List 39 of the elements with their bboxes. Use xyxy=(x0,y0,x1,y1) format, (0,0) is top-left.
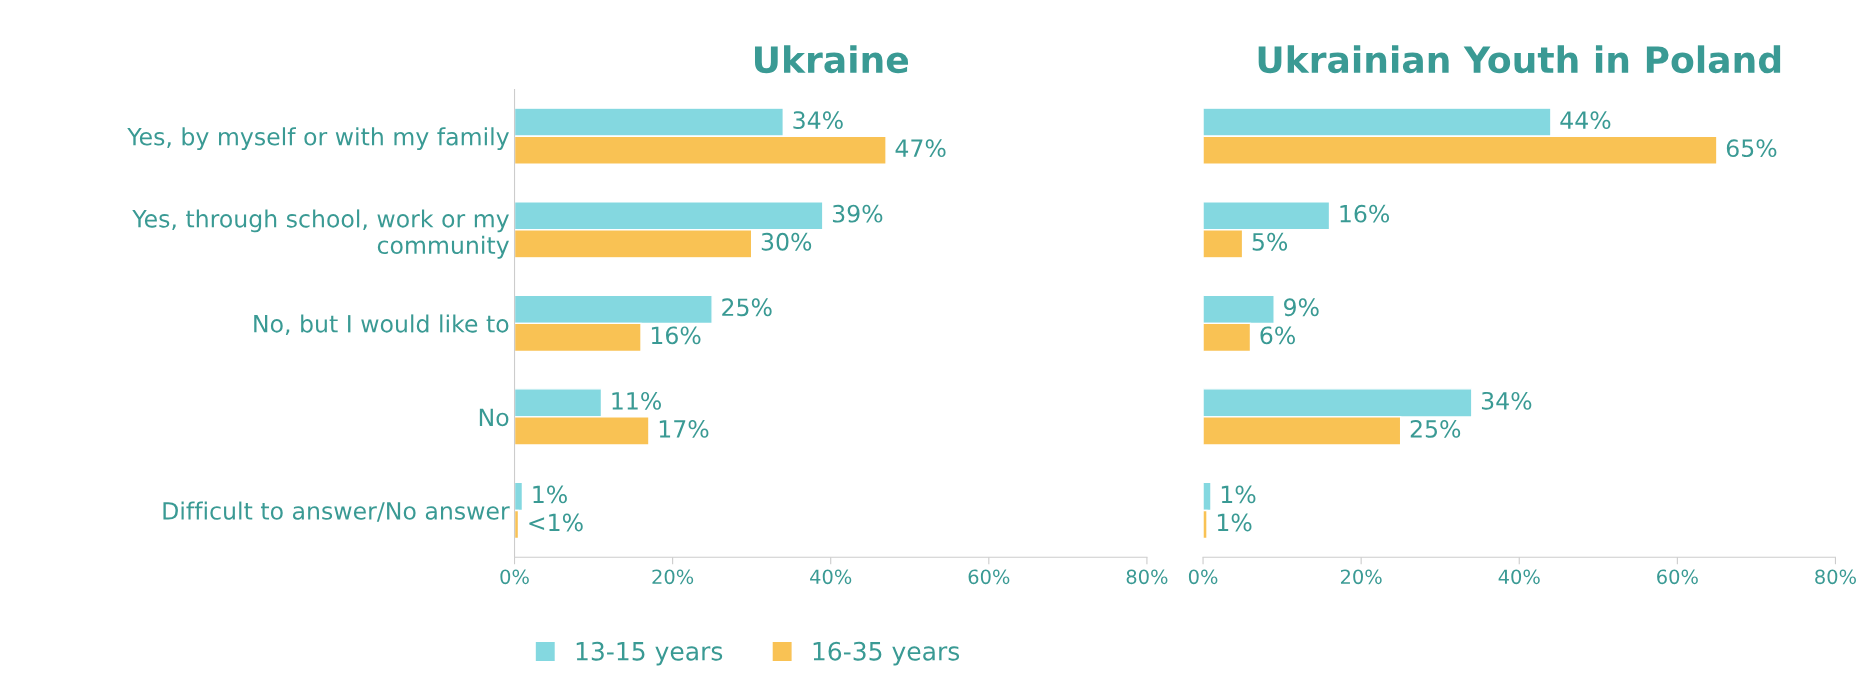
data-label: 34% xyxy=(793,111,843,130)
data-label: 1% xyxy=(1217,513,1252,532)
x-tick-label: 80% xyxy=(1815,569,1856,585)
data-label: 1% xyxy=(533,485,567,504)
data-label: 16% xyxy=(1340,204,1390,223)
chart-title: Ukrainian Youth in Poland xyxy=(1258,45,1781,74)
data-label: 47% xyxy=(895,139,946,158)
data-label: 30% xyxy=(761,232,812,251)
data-label: 25% xyxy=(1410,419,1461,438)
data-label: 9% xyxy=(1284,298,1319,317)
x-tick-label: 40% xyxy=(810,569,852,585)
x-tick-label: 40% xyxy=(1498,569,1540,585)
data-label: 1% xyxy=(1221,485,1256,504)
data-label: 5% xyxy=(1252,232,1288,251)
data-label: 34% xyxy=(1481,391,1532,410)
x-tick-label: 20% xyxy=(1340,569,1382,585)
data-label: 6% xyxy=(1260,326,1295,345)
y-tick-label: No xyxy=(479,408,509,427)
data-label: 39% xyxy=(832,204,883,223)
y-tick-label: Yes, by myself or with my family xyxy=(127,127,509,151)
x-tick-label: 20% xyxy=(652,569,694,585)
chart-title: Ukraine xyxy=(755,45,909,74)
x-tick-label: 60% xyxy=(968,569,1010,585)
y-tick-label: Difficult to answer/No answer xyxy=(163,501,510,522)
x-tick-label: 0% xyxy=(500,569,529,585)
data-label: 44% xyxy=(1560,111,1611,130)
y-tick-label: No, but I would like to xyxy=(254,314,509,336)
x-tick-label: 0% xyxy=(1188,569,1218,585)
legend-label: 16-35 years xyxy=(813,641,960,666)
data-label: 25% xyxy=(722,298,772,317)
data-label: <1% xyxy=(529,513,583,532)
y-tick-label: Yes, through school, work or my community xyxy=(132,209,509,259)
data-label: 11% xyxy=(612,391,661,410)
data-label: 17% xyxy=(659,419,709,438)
data-label: 16% xyxy=(651,326,701,345)
x-tick-label: 60% xyxy=(1657,569,1698,585)
data-label: 65% xyxy=(1726,139,1777,158)
x-tick-label: 80% xyxy=(1126,569,1168,585)
legend-label: 13-15 years xyxy=(576,641,723,666)
